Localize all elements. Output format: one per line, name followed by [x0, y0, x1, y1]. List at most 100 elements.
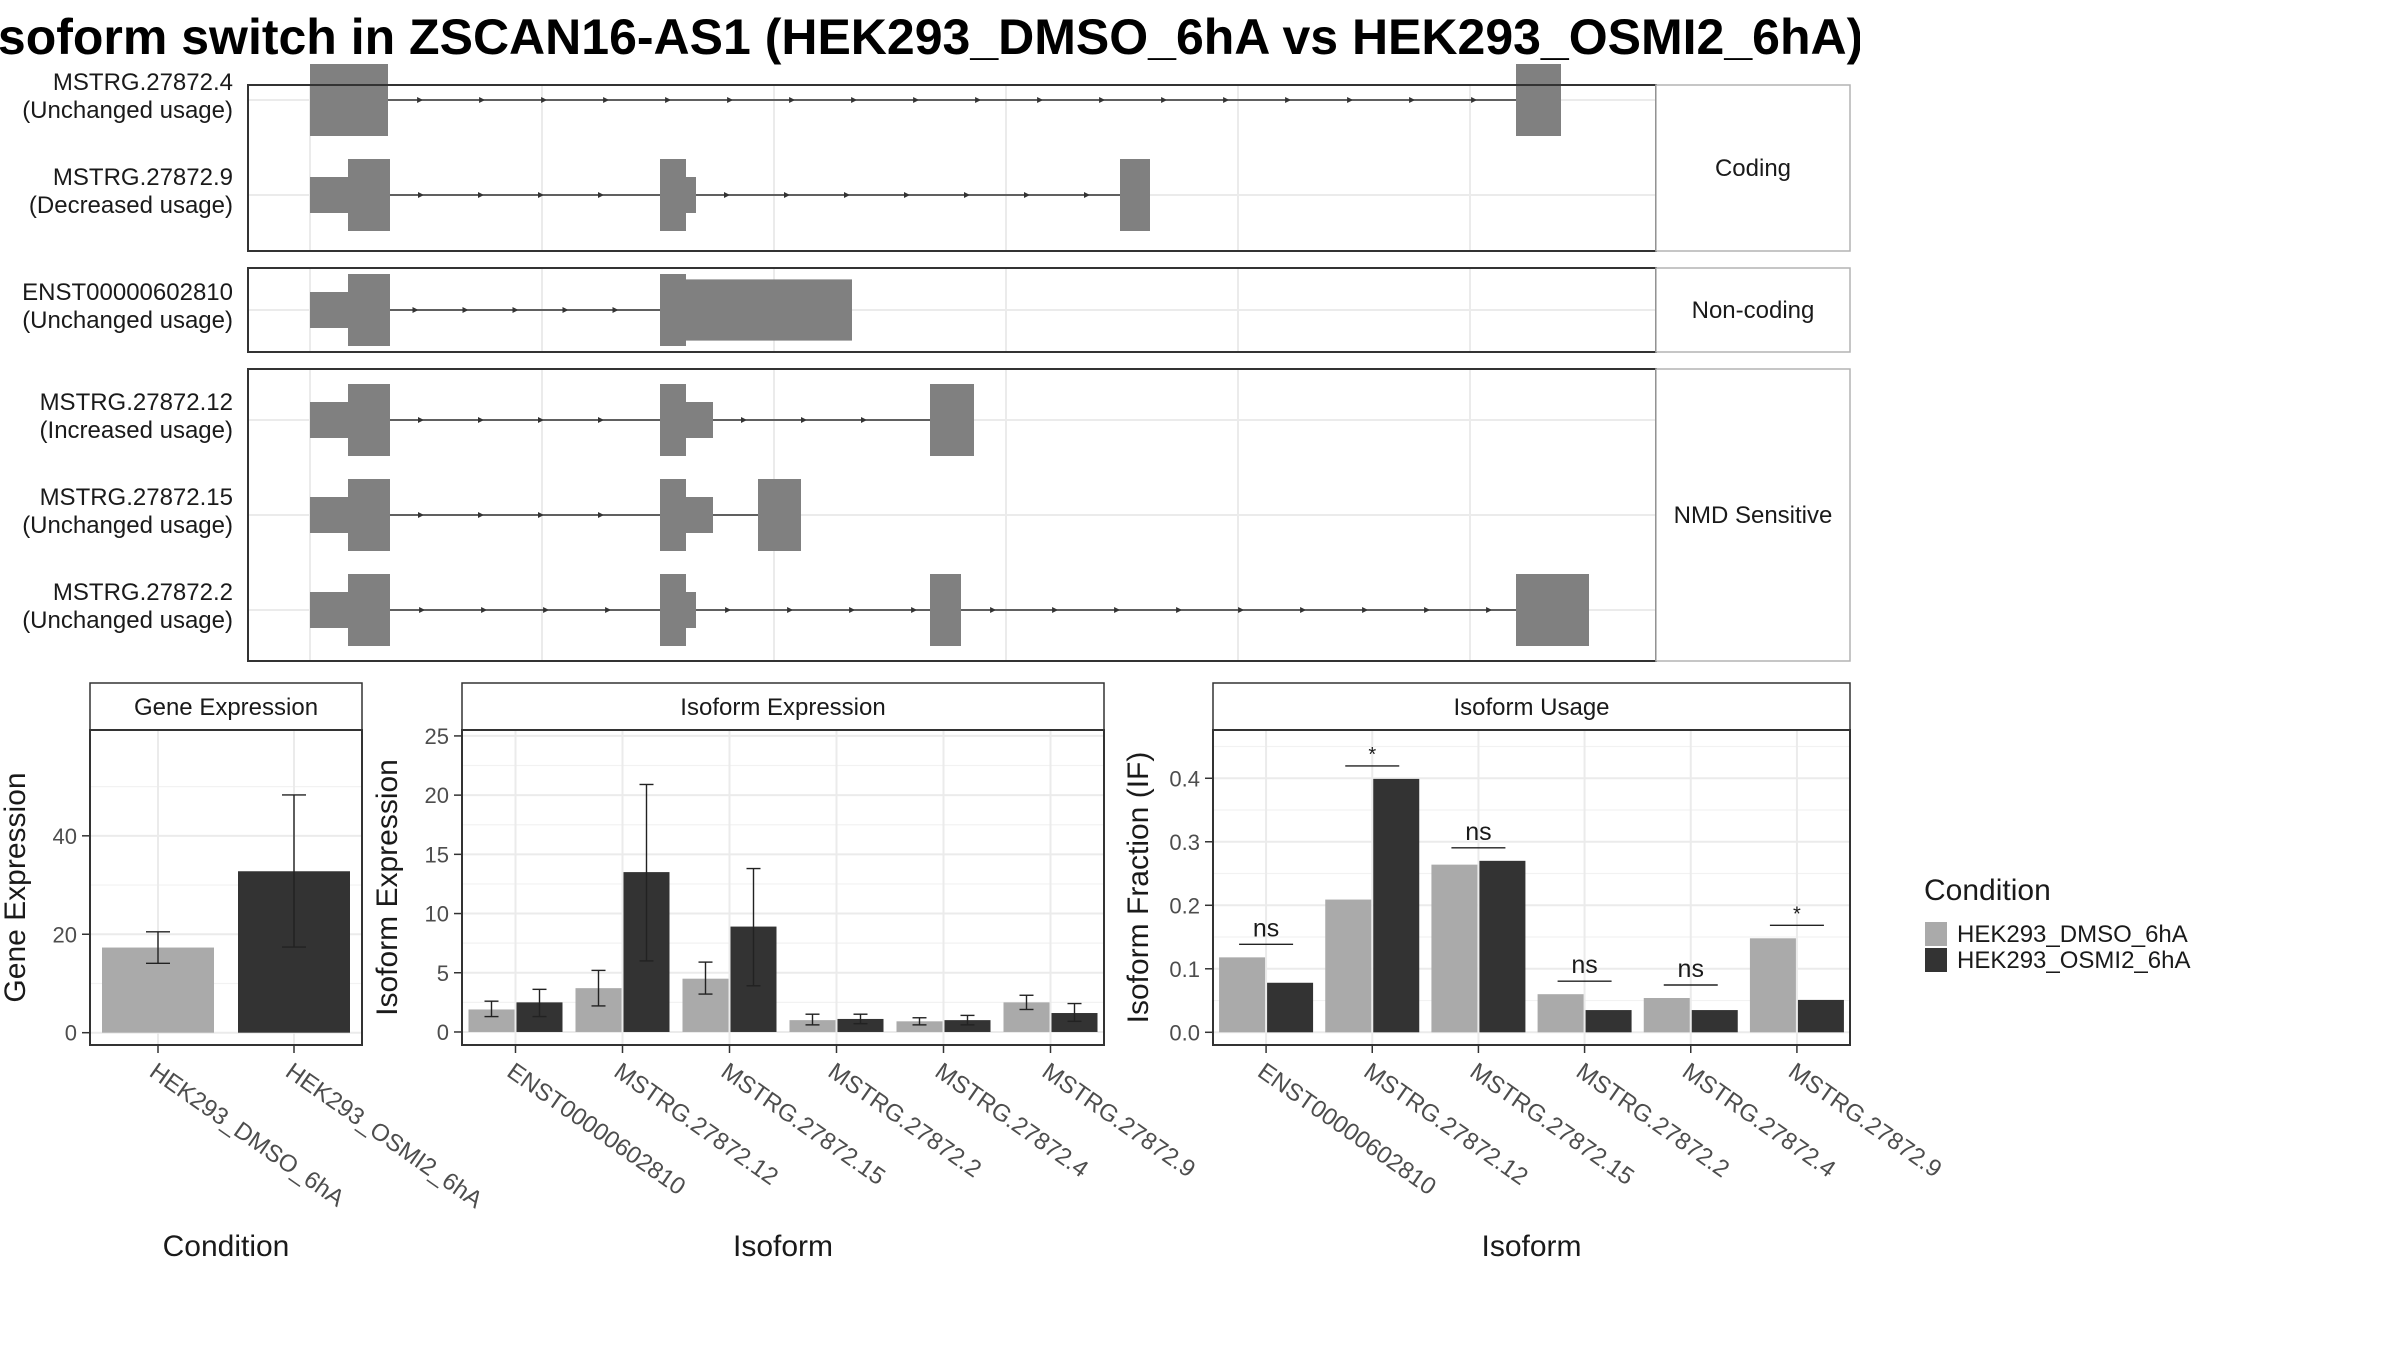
panel-border: [1212, 729, 1851, 1046]
y-tick-label: 0.3: [1169, 830, 1200, 855]
isoform-id-label: ENST00000602810: [22, 279, 233, 306]
exon-block: [1516, 574, 1589, 646]
intron-arrow: [419, 607, 426, 613]
isoform-id-label: MSTRG.27872.4: [53, 69, 233, 96]
exon-block: [930, 574, 961, 646]
structure-strip: [1655, 84, 1851, 252]
exon-block: [348, 479, 390, 551]
y-tick-label: 0.4: [1169, 766, 1200, 791]
intron-arrow: [543, 607, 550, 613]
intron-arrow: [725, 607, 732, 613]
exon-block: [930, 384, 974, 456]
structure-group-label: Non-coding: [1692, 297, 1815, 324]
plot-title: Isoform switch in ZSCAN16-AS1 (HEK293_DM…: [0, 9, 1860, 65]
intron-arrow: [1037, 97, 1044, 103]
structure-panel-background: [248, 85, 1656, 251]
legend-label: HEK293_OSMI2_6hA: [1957, 947, 2190, 974]
legend-label: HEK293_DMSO_6hA: [1957, 921, 2188, 948]
exon-block: [348, 274, 390, 346]
legend-title: Condition: [1924, 874, 2051, 907]
exon-block: [686, 177, 696, 213]
intron-arrow: [1052, 607, 1059, 613]
intron-arrow: [478, 417, 484, 423]
exon-block: [686, 279, 852, 341]
exon-block: [686, 497, 713, 533]
intron-arrow: [801, 417, 807, 423]
exon-block: [310, 497, 348, 533]
y-tick-label: 5: [437, 961, 449, 986]
significance-label: ns: [1571, 951, 1597, 979]
bar: [1219, 957, 1266, 1033]
structure-group-label: Coding: [1715, 155, 1791, 182]
bar: [1749, 938, 1796, 1033]
intron-arrow: [478, 192, 484, 198]
facet-strip: [461, 682, 1105, 731]
y-tick-label: 40: [53, 824, 77, 849]
bar: [1537, 994, 1584, 1033]
intron-arrow: [727, 97, 734, 103]
y-axis-title: Isoform Expression: [371, 759, 404, 1016]
bar: [789, 1020, 836, 1032]
intron-arrow: [1176, 607, 1183, 613]
intron-arrow: [849, 607, 856, 613]
panel-border: [461, 729, 1105, 1046]
y-tick-label: 0: [65, 1021, 77, 1046]
exon-block: [660, 274, 686, 346]
intron-arrow: [1223, 97, 1230, 103]
intron-arrow: [1347, 97, 1354, 103]
intron-arrow: [462, 307, 469, 313]
facet-strip: [89, 682, 363, 731]
exon-block: [348, 159, 390, 231]
bar: [468, 1009, 515, 1032]
intron-arrow: [538, 192, 544, 198]
intron-arrow: [1471, 97, 1478, 103]
intron-arrow: [1300, 607, 1307, 613]
intron-arrow: [598, 417, 604, 423]
legend-key: [1925, 922, 1947, 946]
intron-arrow: [418, 512, 424, 518]
isoform-id-label: MSTRG.27872.2: [53, 579, 233, 606]
exon-block: [348, 384, 390, 456]
intron-arrow: [478, 512, 484, 518]
intron-arrow: [784, 192, 790, 198]
intron-arrow: [541, 97, 548, 103]
intron-arrow: [975, 97, 982, 103]
x-axis-title: Isoform: [733, 1230, 833, 1263]
bar: [837, 1018, 884, 1032]
bar: [1051, 1013, 1098, 1032]
chart-title: Isoform Usage: [1453, 694, 1609, 721]
intron-arrow: [1409, 97, 1416, 103]
exon-block: [310, 177, 348, 213]
chart-title: Isoform Expression: [680, 694, 885, 721]
intron-arrow: [1024, 192, 1030, 198]
intron-arrow: [1238, 607, 1245, 613]
intron-arrow: [598, 512, 604, 518]
intron-arrow: [512, 307, 519, 313]
isoform-usage-label: (Increased usage): [40, 417, 233, 444]
isoform-usage-label: (Unchanged usage): [22, 97, 233, 124]
y-tick-label: 0.0: [1169, 1020, 1200, 1045]
x-axis-title: Condition: [163, 1230, 290, 1263]
exon-block: [660, 479, 686, 551]
y-tick-label: 0.2: [1169, 893, 1200, 918]
intron-arrow: [412, 307, 419, 313]
intron-arrow: [990, 607, 997, 613]
x-tick-label: ENST00000602810: [502, 1058, 690, 1201]
intron-arrow: [1424, 607, 1431, 613]
intron-arrow: [1362, 607, 1369, 613]
bar: [1797, 999, 1844, 1033]
intron-arrow: [1099, 97, 1106, 103]
bar: [1325, 899, 1372, 1033]
exon-block: [660, 384, 686, 456]
bar: [1431, 864, 1478, 1033]
exon-block: [686, 402, 713, 438]
intron-arrow: [1161, 97, 1168, 103]
bar: [1267, 982, 1314, 1033]
y-tick-label: 0: [437, 1020, 449, 1045]
exon-block: [660, 574, 686, 646]
y-tick-label: 15: [425, 842, 449, 867]
intron-arrow: [417, 97, 424, 103]
exon-block: [310, 292, 348, 328]
intron-arrow: [1285, 97, 1292, 103]
